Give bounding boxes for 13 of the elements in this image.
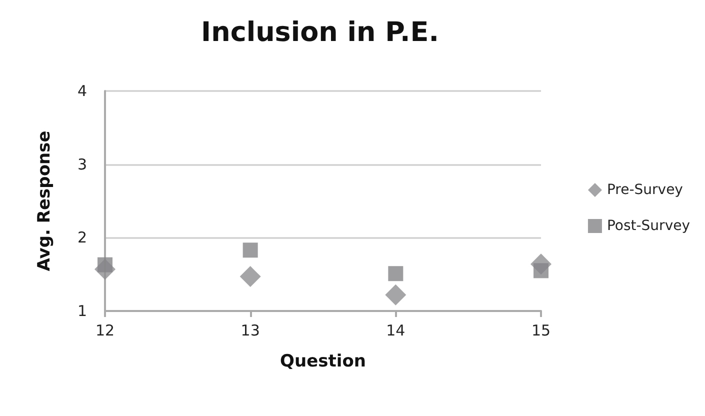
x-tick-label: 13 <box>240 322 260 340</box>
legend-label: Pre-Survey <box>606 182 683 198</box>
y-tick-label: 4 <box>77 82 87 100</box>
y-tick-label: 2 <box>77 228 87 247</box>
x-tick-label: 14 <box>386 322 406 340</box>
chart-title: Inclusion in P.E. <box>201 17 439 48</box>
x-tick-label: 15 <box>531 322 551 340</box>
x-axis-title: Question <box>280 352 366 372</box>
y-tick-label: 1 <box>77 302 87 320</box>
y-tick-label: 3 <box>77 155 87 174</box>
y-axis-title: Avg. Response <box>34 130 54 272</box>
legend-label: Post-Survey <box>606 218 690 234</box>
x-tick-label: 12 <box>95 322 115 340</box>
